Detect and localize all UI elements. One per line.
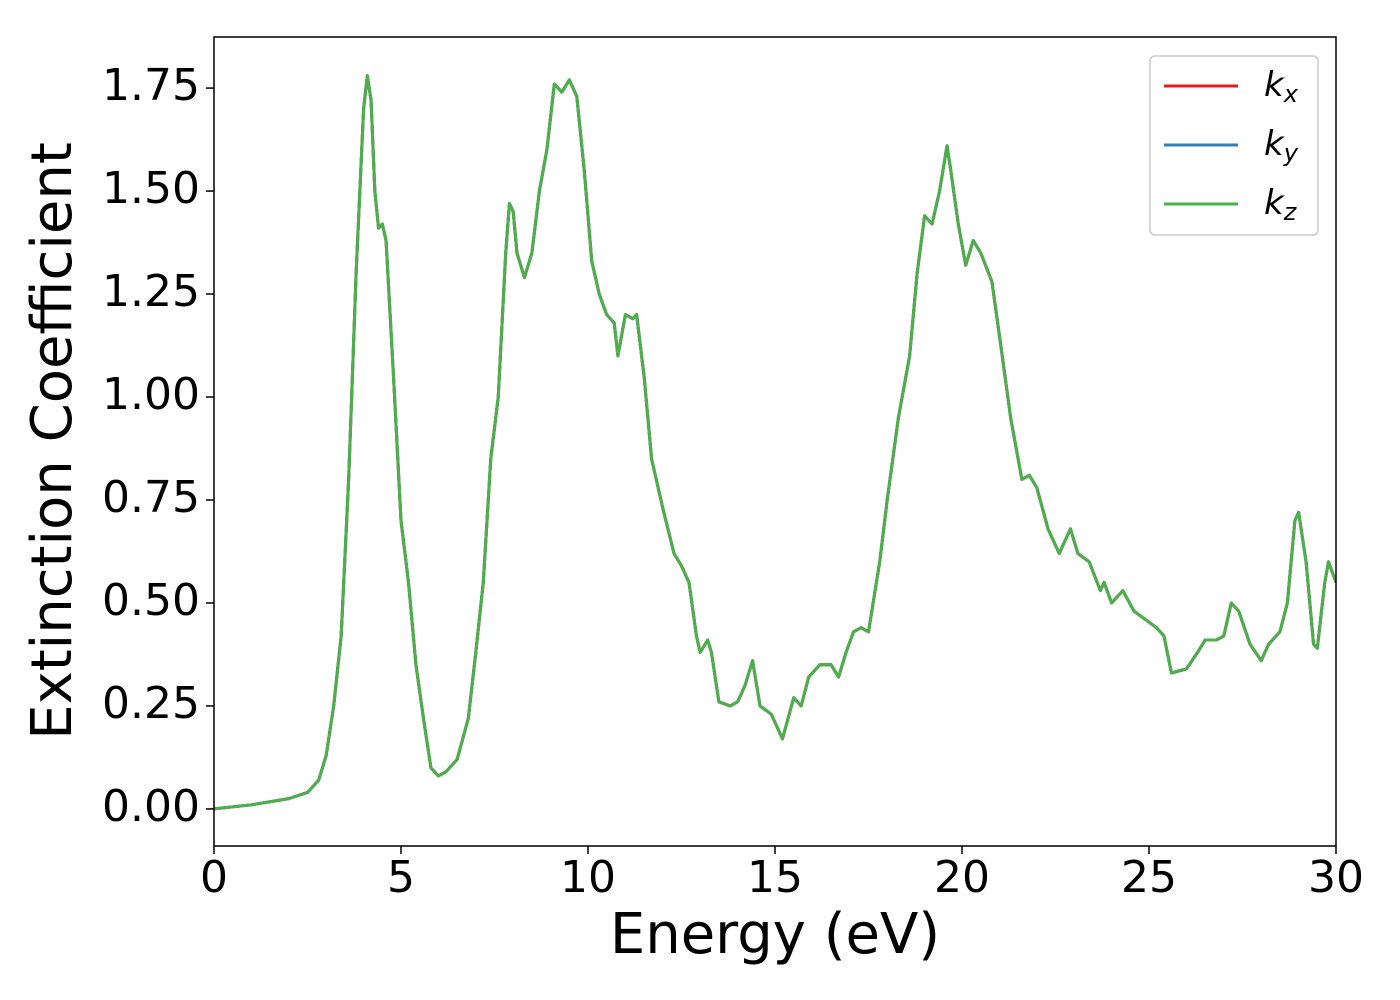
legend-label: kz: [1264, 183, 1298, 227]
y-tick-label: 1.50: [102, 163, 200, 214]
legend-label: ky: [1264, 124, 1299, 168]
line-series: [214, 74, 1336, 811]
x-tick-label: 0: [200, 852, 228, 903]
x-tick-label: 30: [1308, 852, 1364, 903]
x-tick-label: 5: [387, 852, 415, 903]
x-tick-label: 25: [1121, 852, 1177, 903]
plot-frame: [213, 36, 1337, 847]
x-tick-label: 15: [747, 852, 803, 903]
y-tick-label: 1.25: [102, 266, 200, 317]
y-tick-label: 0.75: [102, 472, 200, 523]
x-axis-label: Energy (eV): [610, 902, 940, 967]
legend-label: kx: [1264, 65, 1299, 109]
y-tick-label: 0.00: [102, 781, 200, 832]
y-tick-label: 1.75: [102, 60, 200, 111]
y-axis-label: Extinction Coefficient: [20, 142, 85, 740]
y-tick-label: 1.00: [102, 369, 200, 420]
y-tick-label: 0.50: [102, 575, 200, 626]
y-tick-label: 0.25: [102, 678, 200, 729]
x-tick-label: 10: [560, 852, 616, 903]
x-tick-label: 20: [934, 852, 990, 903]
